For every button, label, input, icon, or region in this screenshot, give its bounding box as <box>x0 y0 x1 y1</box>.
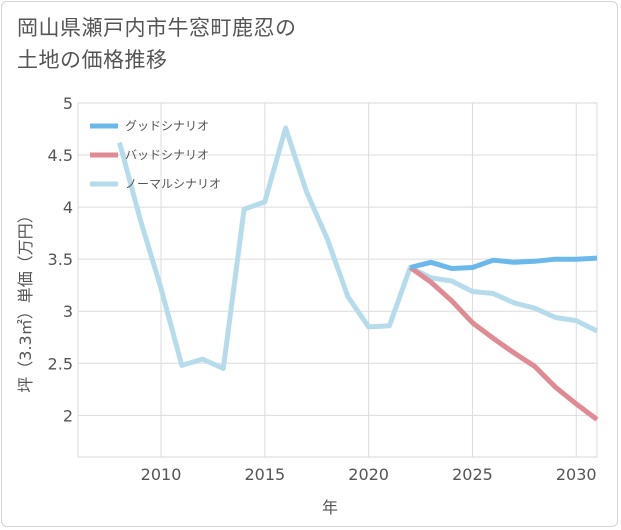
y-tick-label: 3 <box>63 302 73 321</box>
series-line-1 <box>408 265 599 422</box>
x-tick-label: 2020 <box>348 465 389 484</box>
y-tick-label: 4 <box>63 198 73 217</box>
series-line-2 <box>117 125 599 371</box>
y-tick-label: 2 <box>63 406 73 425</box>
legend-label: グッドシナリオ <box>125 119 209 133</box>
x-axis-ticks: 2010 2015 2020 2025 2030 <box>141 465 597 484</box>
y-axis-title: 坪（3.3㎡）単価（万円） <box>16 207 35 392</box>
y-tick-label: 4.5 <box>48 146 73 165</box>
chart-title-line-2: 土地の価格推移 <box>17 48 168 72</box>
series-line-0 <box>409 255 598 271</box>
series-lines <box>117 125 599 422</box>
x-tick-label: 2025 <box>452 465 493 484</box>
plot-area-border <box>77 102 598 458</box>
y-tick-label: 2.5 <box>48 354 73 373</box>
x-tick-label: 2010 <box>141 465 182 484</box>
legend-label: ノーマルシナリオ <box>125 177 221 191</box>
x-tick-label: 2030 <box>556 465 597 484</box>
y-tick-label: 3.5 <box>48 250 73 269</box>
chart-title-line-1: 岡山県瀬戸内市牛窓町鹿忍の <box>17 16 297 40</box>
chart-title: 岡山県瀬戸内市牛窓町鹿忍の 土地の価格推移 <box>17 12 297 76</box>
y-axis-ticks: 2 2.5 3 3.5 4 4.5 5 <box>48 94 73 425</box>
x-tick-label: 2015 <box>244 465 285 484</box>
x-axis-title: 年 <box>322 498 338 517</box>
y-tick-label: 5 <box>63 94 73 113</box>
legend-label: バッドシナリオ <box>125 148 209 162</box>
